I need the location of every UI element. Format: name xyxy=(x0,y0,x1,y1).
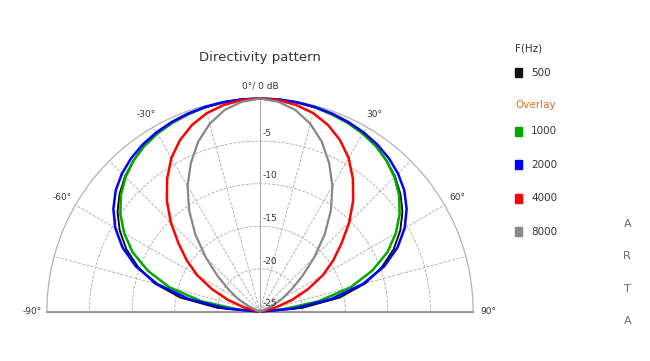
Text: 1000: 1000 xyxy=(531,126,557,136)
Text: 500: 500 xyxy=(531,68,551,78)
Text: F(Hz): F(Hz) xyxy=(515,43,543,53)
Text: -90°: -90° xyxy=(22,307,42,316)
Text: A: A xyxy=(623,316,631,326)
Text: 8000: 8000 xyxy=(531,227,557,237)
Text: T: T xyxy=(624,284,630,294)
Text: 2000: 2000 xyxy=(531,160,557,170)
Text: 4000: 4000 xyxy=(531,193,557,203)
Text: 0°/ 0 dB: 0°/ 0 dB xyxy=(242,82,278,91)
Text: Overlay: Overlay xyxy=(515,100,556,110)
Text: 30°: 30° xyxy=(366,110,382,118)
Text: -10: -10 xyxy=(262,171,277,180)
Text: -5: -5 xyxy=(262,129,271,138)
Text: A: A xyxy=(623,219,631,229)
Text: -15: -15 xyxy=(262,214,277,223)
Bar xyxy=(515,227,522,236)
Bar xyxy=(515,160,522,169)
Text: -60°: -60° xyxy=(53,193,72,202)
Bar xyxy=(515,127,522,136)
Bar xyxy=(515,193,522,203)
Bar xyxy=(515,68,522,77)
Text: 60°: 60° xyxy=(450,193,465,202)
Text: -25: -25 xyxy=(262,299,277,308)
Text: R: R xyxy=(623,251,631,261)
Text: Directivity pattern: Directivity pattern xyxy=(199,52,321,65)
Text: 90°: 90° xyxy=(480,307,496,316)
Text: -30°: -30° xyxy=(136,110,155,118)
Text: -20: -20 xyxy=(262,257,277,266)
